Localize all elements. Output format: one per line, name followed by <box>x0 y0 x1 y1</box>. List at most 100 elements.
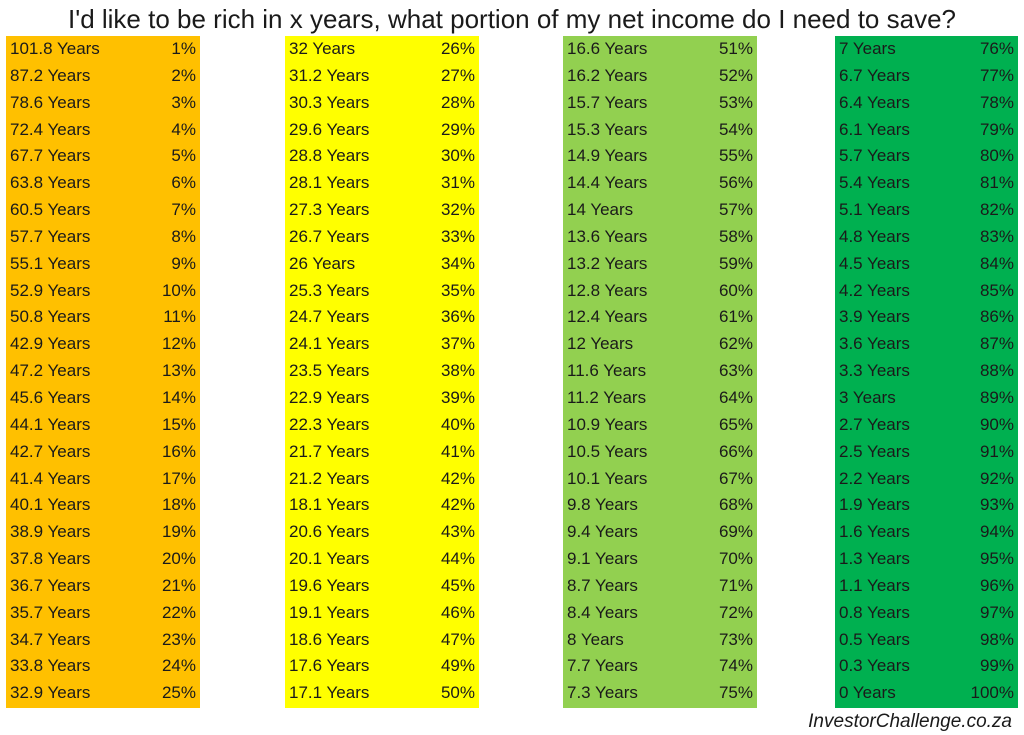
years-value: 5.4 Years <box>839 173 910 193</box>
table-row: 21.2 Years 42% <box>285 466 479 493</box>
years-value: 15.7 Years <box>567 92 648 112</box>
years-value: 4.8 Years <box>839 226 910 246</box>
table-row: 1.9 Years 93% <box>835 492 1018 519</box>
years-value: 17.6 Years <box>289 656 370 676</box>
years-value: 0.5 Years <box>839 629 910 649</box>
years-value: 36.7 Years <box>10 575 91 595</box>
years-value: 14.9 Years <box>567 146 648 166</box>
years-value: 9.8 Years <box>567 495 638 515</box>
table-row: 17.1 Years 50% <box>285 680 479 707</box>
years-value: 101.8 Years <box>10 39 100 58</box>
years-value: 8 Years <box>567 629 624 649</box>
percent-value: 94% <box>979 522 1014 542</box>
percent-value: 34% <box>440 253 475 273</box>
percent-value: 79% <box>979 119 1014 139</box>
years-value: 1.1 Years <box>839 575 910 595</box>
table-row: 20.1 Years 44% <box>285 546 479 573</box>
years-value: 0.3 Years <box>839 656 910 676</box>
table-row: 3.3 Years 88% <box>835 358 1018 385</box>
percent-value: 92% <box>979 468 1014 488</box>
years-value: 1.6 Years <box>839 522 910 542</box>
years-value: 50.8 Years <box>10 307 91 327</box>
table-row: 17.6 Years 49% <box>285 653 479 680</box>
years-value: 12 Years <box>567 334 634 354</box>
table-row: 40.1 Years 18% <box>6 492 200 519</box>
table-row: 8.7 Years 71% <box>563 573 757 600</box>
percent-value: 62% <box>718 334 753 354</box>
percent-value: 47% <box>440 629 475 649</box>
table-row: 67.7 Years 5% <box>6 143 200 170</box>
table-row: 1.3 Years 95% <box>835 546 1018 573</box>
percent-value: 42% <box>440 495 475 515</box>
savings-column-2: 32 Years 26% 31.2 Years 27% 30.3 Years 28% 29.… <box>285 36 479 708</box>
table-row: 47.2 Years 13% <box>6 358 200 385</box>
percent-value: 44% <box>440 549 475 569</box>
percent-value: 9% <box>171 253 196 273</box>
years-value: 5.1 Years <box>839 200 910 220</box>
percent-value: 17% <box>161 468 196 488</box>
table-row: 14 Years 57% <box>563 197 757 224</box>
table-row: 9.4 Years 69% <box>563 519 757 546</box>
table-row: 26.7 Years 33% <box>285 224 479 251</box>
table-row: 21.7 Years 41% <box>285 439 479 466</box>
table-row: 12.4 Years 61% <box>563 304 757 331</box>
table-row: 4.2 Years 85% <box>835 278 1018 305</box>
table-row: 41.4 Years 17% <box>6 466 200 493</box>
percent-value: 7% <box>171 200 196 220</box>
table-row: 4.8 Years 83% <box>835 224 1018 251</box>
table-row: 13.6 Years 58% <box>563 224 757 251</box>
years-value: 16.2 Years <box>567 65 648 85</box>
percent-value: 19% <box>161 522 196 542</box>
table-row: 6.7 Years 77% <box>835 63 1018 90</box>
table-row: 45.6 Years 14% <box>6 385 200 412</box>
table-row: 8 Years 73% <box>563 627 757 654</box>
savings-column-1: 101.8 Years 1% 87.2 Years 2% 78.6 Years 3% 72.… <box>6 36 200 708</box>
years-value: 19.1 Years <box>289 602 370 622</box>
years-value: 1.9 Years <box>839 495 910 515</box>
years-value: 2.2 Years <box>839 468 910 488</box>
percent-value: 25% <box>161 683 196 703</box>
percent-value: 26% <box>440 39 475 58</box>
years-value: 21.7 Years <box>289 441 370 461</box>
table-row: 5.7 Years 80% <box>835 143 1018 170</box>
table-row: 34.7 Years 23% <box>6 627 200 654</box>
table-row: 35.7 Years 22% <box>6 600 200 627</box>
percent-value: 5% <box>171 146 196 166</box>
table-row: 30.3 Years 28% <box>285 90 479 117</box>
table-row: 10.1 Years 67% <box>563 466 757 493</box>
percent-value: 82% <box>979 200 1014 220</box>
percent-value: 36% <box>440 307 475 327</box>
table-row: 10.5 Years 66% <box>563 439 757 466</box>
percent-value: 37% <box>440 334 475 354</box>
table-row: 3.6 Years 87% <box>835 331 1018 358</box>
years-value: 30.3 Years <box>289 92 370 112</box>
percent-value: 14% <box>161 387 196 407</box>
percent-value: 57% <box>718 200 753 220</box>
percent-value: 40% <box>440 414 475 434</box>
table-row: 18.1 Years 42% <box>285 492 479 519</box>
table-row: 7.7 Years 74% <box>563 653 757 680</box>
percent-value: 54% <box>718 119 753 139</box>
savings-column-3: 16.6 Years 51% 16.2 Years 52% 15.7 Years 53% 1… <box>563 36 757 708</box>
table-row: 32.9 Years 25% <box>6 680 200 707</box>
table-row: 15.7 Years 53% <box>563 90 757 117</box>
years-value: 8.4 Years <box>567 602 638 622</box>
percent-value: 70% <box>718 549 753 569</box>
percent-value: 39% <box>440 387 475 407</box>
years-value: 38.9 Years <box>10 522 91 542</box>
table-row: 31.2 Years 27% <box>285 63 479 90</box>
percent-value: 3% <box>171 92 196 112</box>
percent-value: 16% <box>161 441 196 461</box>
table-row: 19.6 Years 45% <box>285 573 479 600</box>
years-value: 11.2 Years <box>567 387 647 407</box>
table-row: 50.8 Years 11% <box>6 304 200 331</box>
percent-value: 69% <box>718 522 753 542</box>
percent-value: 81% <box>979 173 1014 193</box>
years-value: 6.1 Years <box>839 119 910 139</box>
years-value: 3.9 Years <box>839 307 910 327</box>
table-row: 20.6 Years 43% <box>285 519 479 546</box>
percent-value: 97% <box>979 602 1014 622</box>
percent-value: 53% <box>718 92 753 112</box>
table-row: 72.4 Years 4% <box>6 117 200 144</box>
table-row: 1.1 Years 96% <box>835 573 1018 600</box>
